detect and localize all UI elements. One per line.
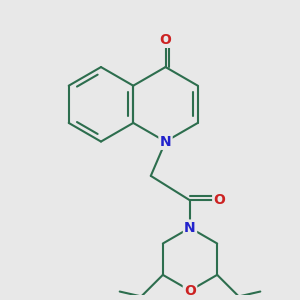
Text: O: O [160,33,171,46]
Text: O: O [184,284,196,298]
Text: O: O [214,194,225,207]
Text: N: N [160,135,171,148]
Text: N: N [184,221,196,235]
